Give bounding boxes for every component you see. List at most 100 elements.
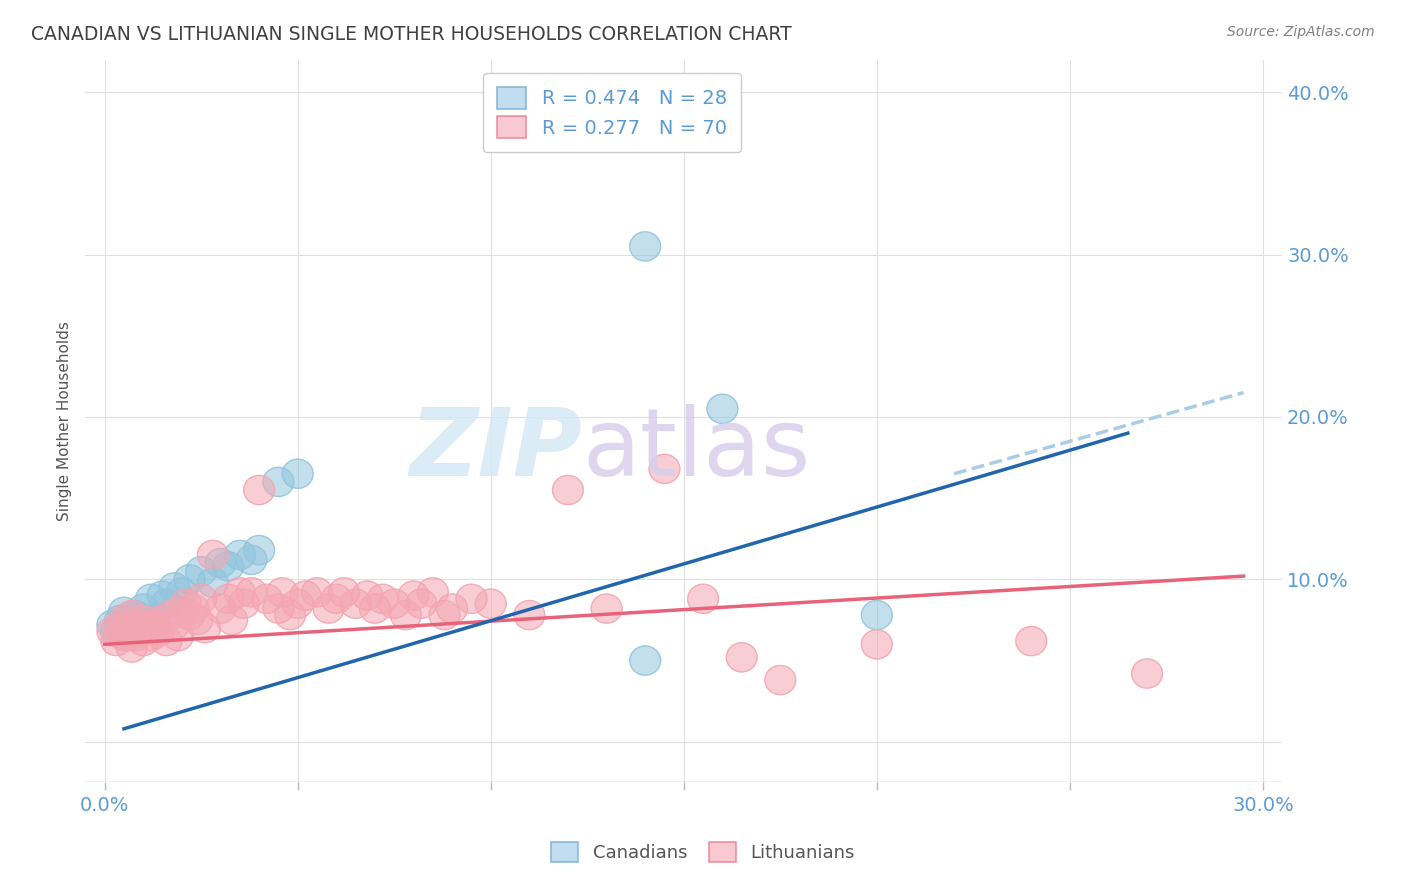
Ellipse shape: [301, 578, 332, 607]
Ellipse shape: [429, 600, 460, 630]
Ellipse shape: [181, 606, 212, 634]
Ellipse shape: [212, 552, 243, 581]
Ellipse shape: [707, 394, 738, 424]
Ellipse shape: [340, 589, 371, 618]
Ellipse shape: [1015, 626, 1046, 656]
Ellipse shape: [352, 581, 382, 610]
Legend: R = 0.474   N = 28, R = 0.277   N = 70: R = 0.474 N = 28, R = 0.277 N = 70: [484, 73, 741, 152]
Ellipse shape: [515, 600, 544, 630]
Ellipse shape: [128, 594, 159, 624]
Ellipse shape: [120, 600, 150, 630]
Ellipse shape: [190, 614, 221, 642]
Ellipse shape: [155, 600, 186, 630]
Ellipse shape: [108, 622, 139, 651]
Ellipse shape: [243, 475, 274, 505]
Ellipse shape: [329, 578, 360, 607]
Legend: Canadians, Lithuanians: Canadians, Lithuanians: [544, 834, 862, 870]
Ellipse shape: [456, 584, 486, 614]
Ellipse shape: [225, 541, 256, 570]
Ellipse shape: [108, 598, 139, 626]
Ellipse shape: [688, 584, 718, 614]
Ellipse shape: [148, 581, 179, 610]
Ellipse shape: [163, 622, 194, 651]
Ellipse shape: [97, 616, 128, 646]
Ellipse shape: [150, 589, 181, 618]
Ellipse shape: [120, 610, 150, 640]
Ellipse shape: [117, 614, 148, 642]
Ellipse shape: [252, 584, 283, 614]
Ellipse shape: [378, 589, 409, 618]
Ellipse shape: [290, 581, 321, 610]
Ellipse shape: [159, 610, 190, 640]
Text: atlas: atlas: [582, 404, 810, 496]
Ellipse shape: [630, 232, 661, 261]
Ellipse shape: [139, 604, 170, 633]
Ellipse shape: [314, 594, 344, 624]
Ellipse shape: [205, 594, 236, 624]
Ellipse shape: [166, 598, 197, 626]
Ellipse shape: [360, 594, 391, 624]
Ellipse shape: [475, 589, 506, 618]
Text: CANADIAN VS LITHUANIAN SINGLE MOTHER HOUSEHOLDS CORRELATION CHART: CANADIAN VS LITHUANIAN SINGLE MOTHER HOU…: [31, 25, 792, 44]
Ellipse shape: [132, 614, 163, 642]
Ellipse shape: [104, 606, 135, 634]
Ellipse shape: [205, 549, 236, 578]
Ellipse shape: [128, 626, 159, 656]
Text: Source: ZipAtlas.com: Source: ZipAtlas.com: [1227, 25, 1375, 39]
Ellipse shape: [143, 616, 174, 646]
Ellipse shape: [283, 589, 314, 618]
Ellipse shape: [391, 600, 422, 630]
Ellipse shape: [135, 584, 166, 614]
Ellipse shape: [862, 600, 893, 630]
Ellipse shape: [124, 616, 155, 646]
Ellipse shape: [437, 594, 468, 624]
Ellipse shape: [727, 642, 758, 672]
Ellipse shape: [135, 622, 166, 651]
Y-axis label: Single Mother Households: Single Mother Households: [58, 321, 72, 521]
Ellipse shape: [236, 545, 267, 574]
Ellipse shape: [274, 600, 305, 630]
Ellipse shape: [418, 578, 449, 607]
Ellipse shape: [174, 565, 205, 594]
Ellipse shape: [862, 630, 893, 659]
Ellipse shape: [117, 633, 148, 662]
Ellipse shape: [765, 665, 796, 695]
Ellipse shape: [553, 475, 583, 505]
Ellipse shape: [159, 573, 190, 602]
Ellipse shape: [112, 622, 143, 651]
Ellipse shape: [367, 584, 398, 614]
Ellipse shape: [263, 594, 294, 624]
Ellipse shape: [228, 589, 259, 618]
Ellipse shape: [97, 610, 128, 640]
Ellipse shape: [166, 578, 197, 607]
Ellipse shape: [212, 584, 243, 614]
Ellipse shape: [591, 594, 621, 624]
Ellipse shape: [128, 606, 159, 634]
Ellipse shape: [104, 614, 135, 642]
Ellipse shape: [139, 610, 170, 640]
Ellipse shape: [1132, 659, 1163, 688]
Ellipse shape: [321, 584, 352, 614]
Ellipse shape: [186, 557, 217, 586]
Ellipse shape: [650, 454, 681, 483]
Ellipse shape: [179, 594, 209, 624]
Ellipse shape: [217, 606, 247, 634]
Ellipse shape: [225, 578, 256, 607]
Ellipse shape: [150, 626, 181, 656]
Ellipse shape: [283, 459, 314, 489]
Ellipse shape: [630, 646, 661, 675]
Ellipse shape: [236, 578, 267, 607]
Ellipse shape: [112, 616, 143, 646]
Ellipse shape: [197, 568, 228, 598]
Ellipse shape: [406, 589, 437, 618]
Ellipse shape: [101, 616, 132, 646]
Ellipse shape: [197, 541, 228, 570]
Ellipse shape: [101, 626, 132, 656]
Ellipse shape: [398, 581, 429, 610]
Ellipse shape: [263, 467, 294, 497]
Ellipse shape: [170, 589, 201, 618]
Text: ZIP: ZIP: [409, 404, 582, 496]
Ellipse shape: [243, 535, 274, 565]
Ellipse shape: [117, 600, 148, 630]
Ellipse shape: [120, 622, 150, 651]
